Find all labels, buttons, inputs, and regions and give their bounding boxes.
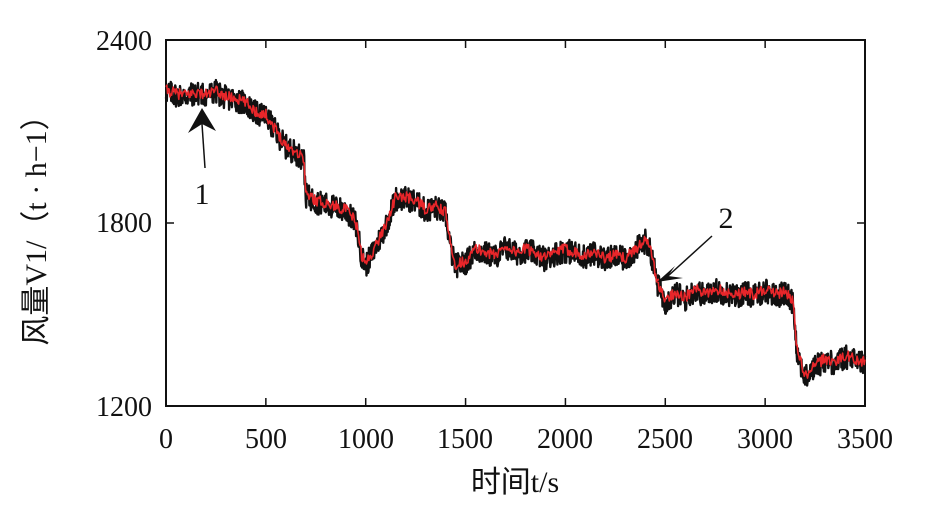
- annotation-label-2: 2: [719, 202, 734, 235]
- annotation-arrowhead-1: [188, 108, 216, 133]
- y-tick-label-1200: 1200: [96, 392, 152, 423]
- annotation-label-1: 1: [195, 178, 210, 211]
- x-axis-label: 时间t/s: [471, 466, 559, 499]
- x-tick-labels: 0 500 1000 1500 2000 2500 3000 3500: [159, 424, 893, 455]
- x-tick-label-0: 0: [159, 424, 173, 455]
- x-tick-label-500: 500: [245, 424, 287, 455]
- series-filtered-line: [165, 84, 866, 379]
- annotation-arrowhead-2: [657, 266, 683, 282]
- annotations-layer: 1 2: [188, 108, 734, 282]
- annotation-line-2: [667, 235, 713, 277]
- x-tick-label-1500: 1500: [437, 424, 493, 455]
- series-raw-line: [164, 78, 867, 387]
- y-axis-label: 风量V1/（t · h−1）: [20, 100, 53, 345]
- plot-area-frame: [165, 39, 866, 407]
- y-tick-label-2400: 2400: [96, 26, 152, 57]
- y-tick-label-1800: 1800: [96, 208, 152, 239]
- x-tick-label-2500: 2500: [637, 424, 693, 455]
- x-tick-label-2000: 2000: [537, 424, 593, 455]
- x-tick-label-3500: 3500: [837, 424, 893, 455]
- y-tick-labels: 2400 1800 1200: [96, 26, 152, 423]
- annotation-line-1: [201, 123, 206, 169]
- x-tick-label-3000: 3000: [737, 424, 793, 455]
- ticks-layer: [165, 39, 866, 407]
- x-tick-label-1000: 1000: [338, 424, 394, 455]
- series-layer: [164, 78, 867, 387]
